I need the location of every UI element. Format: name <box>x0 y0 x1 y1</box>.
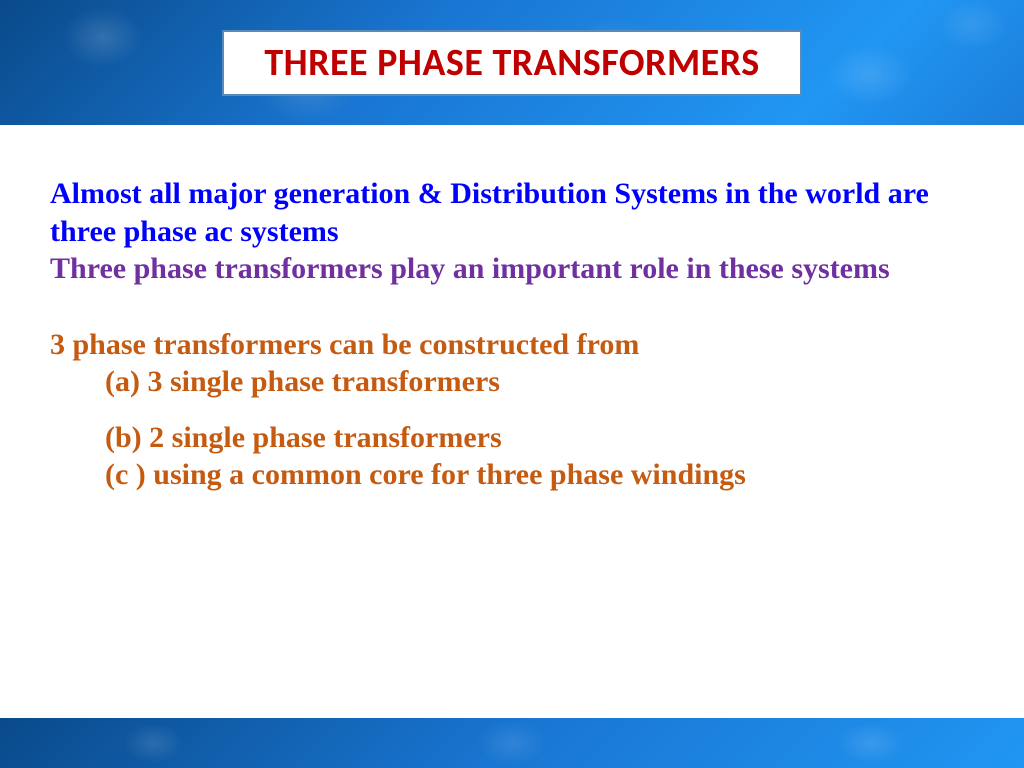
footer-band <box>0 718 1024 768</box>
slide-content: Almost all major generation & Distributi… <box>0 125 1024 494</box>
option-b: (b) 2 single phase transformers <box>105 419 974 457</box>
option-c: (c ) using a common core for three phase… <box>105 456 974 494</box>
construction-heading: 3 phase transformers can be constructed … <box>50 326 974 364</box>
header-band: THREE PHASE TRANSFORMERS <box>0 0 1024 125</box>
slide-title: THREE PHASE TRANSFORMERS <box>264 40 759 86</box>
title-box: THREE PHASE TRANSFORMERS <box>222 30 801 96</box>
intro-text-purple: Three phase transformers play an importa… <box>50 250 974 288</box>
option-a: (a) 3 single phase transformers <box>105 363 974 401</box>
intro-text-blue: Almost all major generation & Distributi… <box>50 175 974 250</box>
